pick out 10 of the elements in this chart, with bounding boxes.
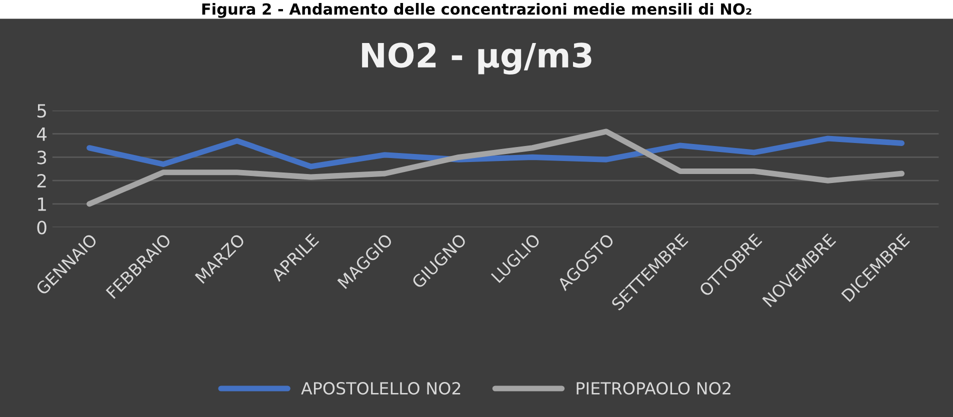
y-tick-label: 1 <box>38 198 46 211</box>
chart-title: NO2 - µg/m3 <box>362 42 592 75</box>
y-tick-label: 0 <box>37 220 46 234</box>
text: Figura 2 - Andamento delle concentrazioni medie mensili di NO₂ <box>202 2 752 18</box>
legend-label: PIETROPAOLO NO2 <box>576 382 730 395</box>
y-tick-label: 4 <box>36 128 47 141</box>
y-tick-label: 2 <box>37 174 46 188</box>
y-tick-label: 5 <box>37 104 46 118</box>
legend-label: APOSTOLELLO NO2 <box>301 382 460 395</box>
y-tick-label: 3 <box>37 150 46 164</box>
